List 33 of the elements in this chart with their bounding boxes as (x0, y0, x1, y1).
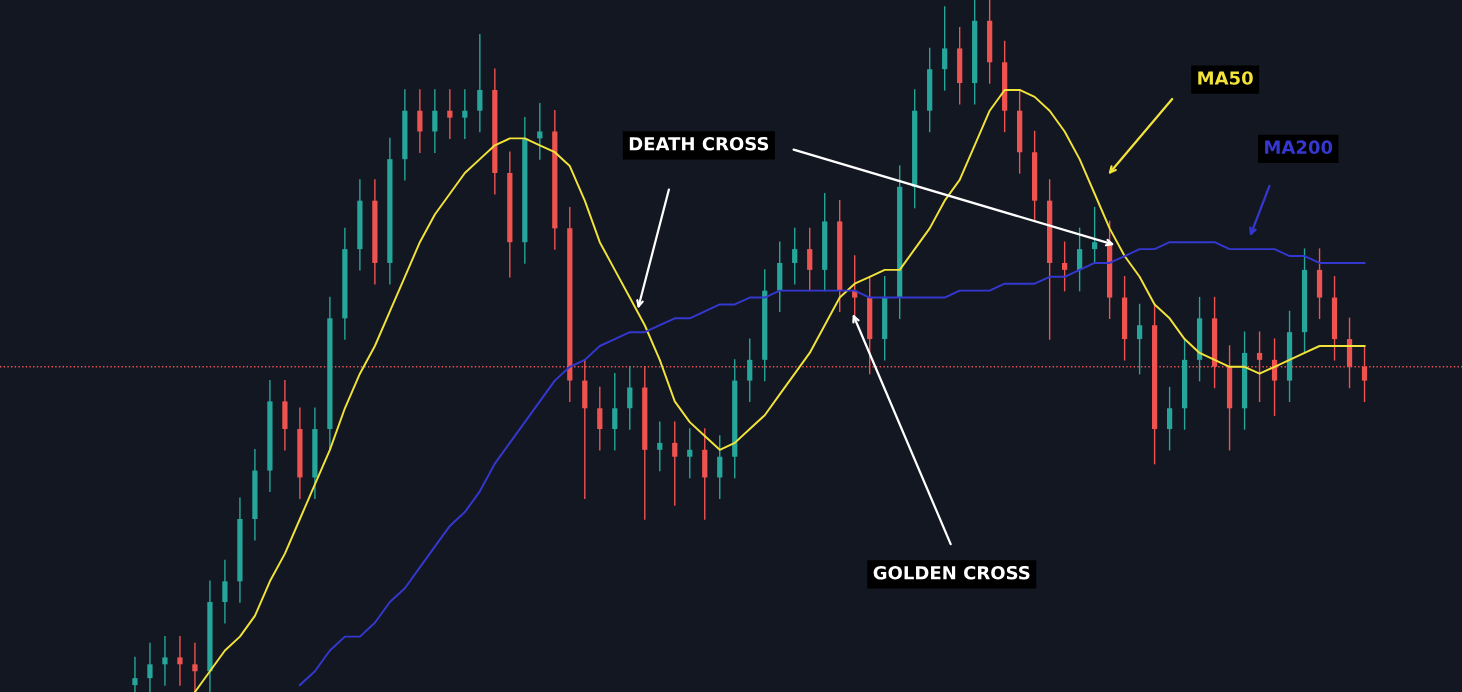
candlestick (537, 103, 543, 160)
candlestick (717, 435, 723, 499)
candlestick (1062, 241, 1068, 292)
candlestick (657, 421, 663, 472)
candlestick (672, 421, 678, 506)
candlestick (447, 89, 453, 140)
candlestick (432, 89, 438, 153)
candlestick (1077, 227, 1083, 292)
candlestick (462, 89, 468, 140)
candlestick (162, 635, 168, 686)
candlestick (687, 428, 693, 479)
candlestick (597, 386, 603, 451)
candlestick (1166, 386, 1173, 451)
candlestick (792, 227, 798, 285)
candlestick (132, 656, 138, 692)
candlestick (612, 372, 618, 451)
candlestick (147, 642, 153, 692)
candlestick (747, 338, 753, 403)
candlestick (222, 559, 228, 624)
annotation: MA200 (1265, 140, 1333, 155)
candlestick (942, 6, 948, 91)
candlestick (417, 89, 423, 153)
candlestick (477, 33, 483, 133)
candlestick (192, 642, 198, 692)
candlestick (1136, 303, 1143, 375)
candlestick (807, 227, 813, 292)
candlestick (1092, 206, 1098, 264)
annotation: MA50 (1198, 71, 1253, 85)
candlestick (177, 635, 183, 686)
candlestick (1256, 331, 1263, 403)
annotation: GOLDEN CROSS (873, 565, 1030, 580)
annotation: DEATH CROSS (629, 136, 769, 151)
candlestick (627, 366, 633, 430)
